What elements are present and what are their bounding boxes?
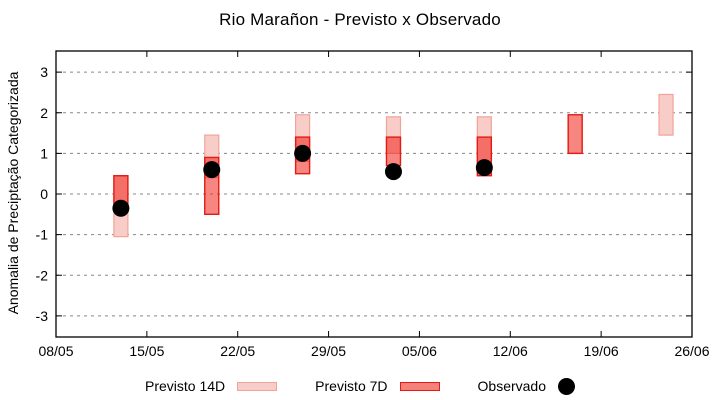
legend-label-observado: Observado xyxy=(477,378,546,394)
x-tick-label: 08/05 xyxy=(38,343,73,359)
x-tick-label: 19/06 xyxy=(584,343,619,359)
plot-border xyxy=(55,50,693,338)
y-tick-label: 3 xyxy=(40,64,48,80)
x-tick-label: 26/06 xyxy=(674,343,709,359)
observed-point xyxy=(203,161,221,179)
x-tick-label: 15/05 xyxy=(129,343,164,359)
y-tick-label: 2 xyxy=(40,105,48,121)
x-tick-label: 22/05 xyxy=(220,343,255,359)
forecast-7d-bar xyxy=(567,114,583,155)
y-tick-label: 1 xyxy=(40,145,48,161)
forecast-14d-bar xyxy=(658,93,674,136)
x-tick-label: 05/06 xyxy=(402,343,437,359)
y-tick-label: -3 xyxy=(36,308,49,324)
legend-label-previsto-14d: Previsto 14D xyxy=(145,378,226,394)
x-tick-label: 29/05 xyxy=(311,343,346,359)
legend-item-previsto-14d: Previsto 14D xyxy=(145,378,278,394)
legend-label-previsto-7d: Previsto 7D xyxy=(315,378,388,394)
y-tick-label: -1 xyxy=(36,227,49,243)
chart-title: Rio Marañon - Previsto x Observado xyxy=(219,10,501,29)
observed-point xyxy=(294,144,312,162)
legend: Previsto 14D Previsto 7D Observado xyxy=(0,374,720,398)
observed-point xyxy=(384,163,402,181)
observed-point xyxy=(475,159,493,177)
legend-item-previsto-7d: Previsto 7D xyxy=(315,378,440,394)
y-tick-label: -2 xyxy=(36,267,49,283)
y-tick-label: 0 xyxy=(40,186,48,202)
x-tick-label: 12/06 xyxy=(493,343,528,359)
previsto-7d-swatch-icon xyxy=(399,381,440,391)
observed-point xyxy=(112,199,130,217)
legend-item-observado: Observado xyxy=(477,377,575,395)
observado-dot-icon xyxy=(558,377,575,395)
previsto-14d-swatch-icon xyxy=(237,381,278,391)
forecast-7d-bar xyxy=(385,136,402,167)
